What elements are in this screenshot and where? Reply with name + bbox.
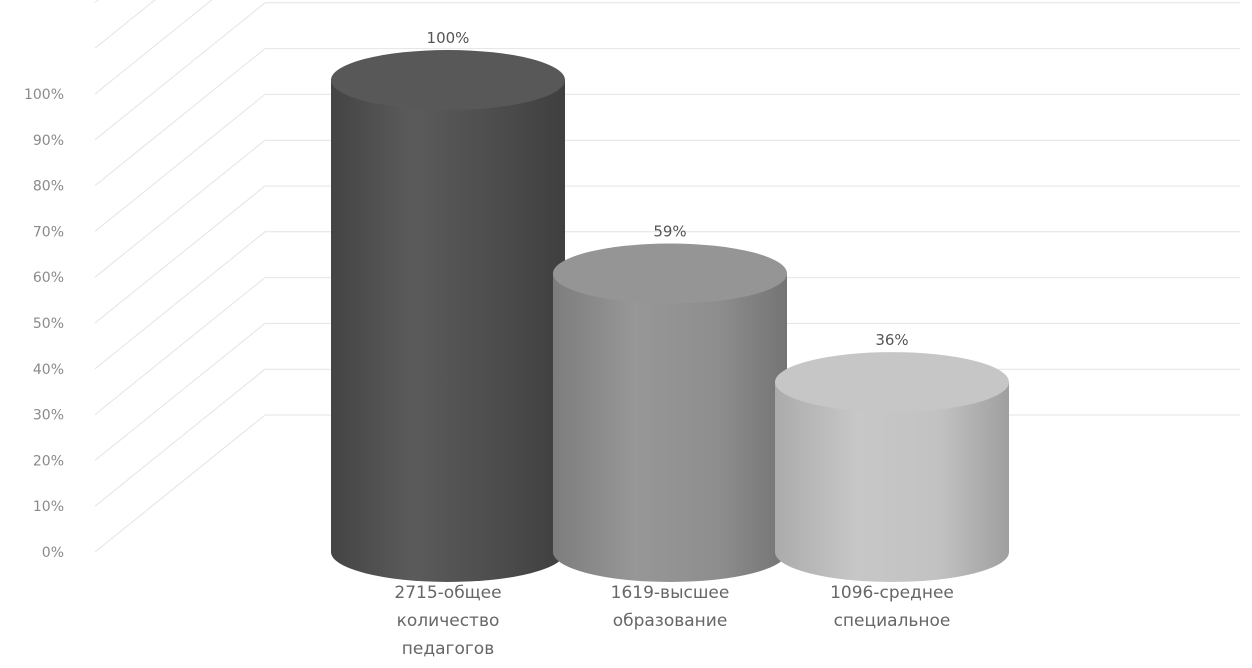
data-label: 59% — [653, 223, 686, 241]
x-tick-label: 1096-среднее специальное — [830, 583, 954, 631]
bar-cylinder — [553, 273, 787, 582]
gridline-depth — [94, 277, 266, 415]
y-tick-label: 40% — [33, 362, 64, 378]
y-tick-label: 10% — [33, 499, 64, 515]
y-tick-label: 80% — [33, 179, 64, 195]
y-tick-label: 100% — [24, 87, 64, 103]
gridline-depth — [94, 48, 266, 186]
y-axis: 0% 10% 20% 30% 40% 50% 60% 70% 80% 90% 100% — [24, 87, 64, 561]
gridline-depth — [94, 0, 156, 49]
gridline-depth — [94, 0, 99, 3]
gridline-depth — [94, 231, 266, 370]
gridline-depth — [94, 139, 266, 278]
x-tick-label: 2715-общее количество педагогов — [394, 583, 501, 659]
x-axis: 2715-общее количество педагогов 1619-высшее… — [394, 583, 954, 659]
y-tick-label: 30% — [33, 408, 64, 424]
data-label: 36% — [875, 331, 908, 349]
x-tick-label: 1619-высшее образование — [611, 583, 730, 631]
bar-cylinder — [775, 382, 1009, 582]
data-label: 100% — [427, 29, 470, 47]
data-labels: 100% 59% 36% — [427, 29, 909, 349]
gridline-depth — [94, 414, 266, 553]
y-tick-label: 70% — [33, 224, 64, 240]
bars-group — [331, 50, 1009, 582]
bar-top — [775, 352, 1009, 413]
y-tick-label: 50% — [33, 316, 64, 332]
bar-cylinder — [331, 80, 565, 582]
y-tick-label: 60% — [33, 270, 64, 286]
bar-top — [331, 50, 565, 110]
y-tick-label: 90% — [33, 133, 64, 149]
gridline-depth — [94, 0, 213, 95]
gridline-depth — [94, 323, 266, 461]
y-tick-label: 0% — [42, 545, 64, 561]
bar-top — [553, 243, 787, 304]
gridline-depth — [94, 2, 266, 141]
y-tick-label: 20% — [33, 453, 64, 469]
gridline-depth — [94, 368, 266, 507]
gridline-depth — [94, 94, 266, 232]
gridline-depth — [94, 185, 266, 324]
